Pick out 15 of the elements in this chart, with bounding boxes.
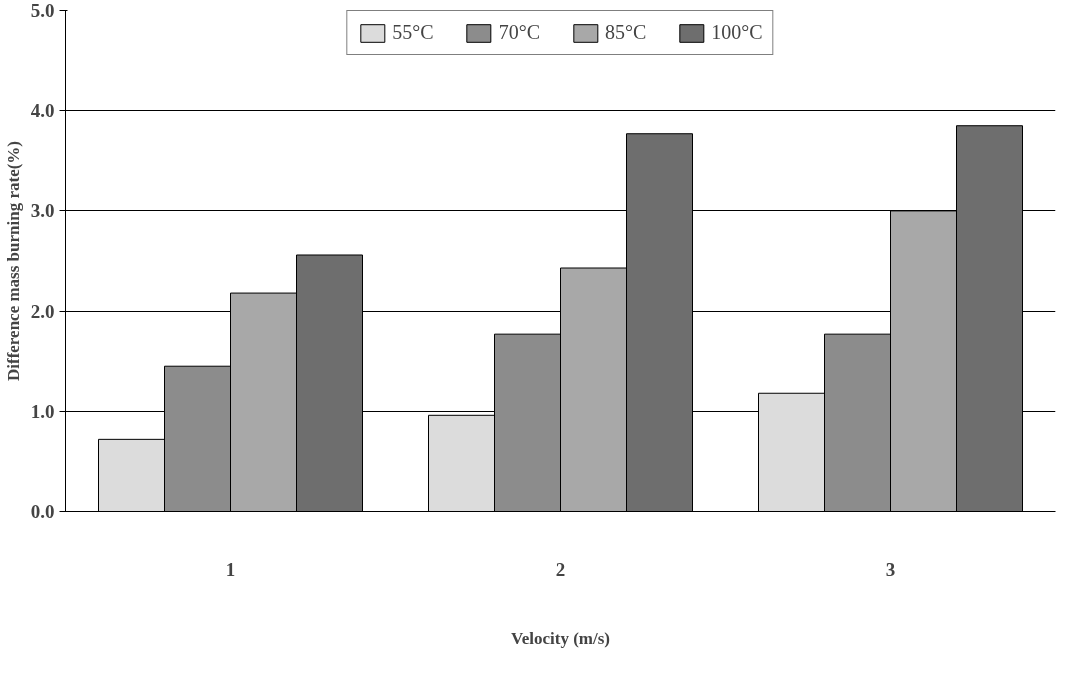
- x-tick-label: 2: [555, 558, 566, 580]
- y-tick-label: 4.0: [30, 100, 55, 122]
- y-tick-label: 3.0: [30, 200, 55, 222]
- y-tick-label: 1.0: [30, 400, 55, 422]
- legend-label: 70°C: [498, 21, 540, 44]
- y-tick-label: 5.0: [30, 0, 55, 21]
- x-axis-title: Velocity (m/s): [511, 628, 611, 648]
- legend-label: 100°C: [711, 21, 763, 44]
- legend-label: 55°C: [392, 21, 434, 44]
- y-tick-label: 2.0: [30, 300, 55, 322]
- legend-label: 85°C: [605, 21, 647, 44]
- x-tick-label: 3: [885, 558, 896, 580]
- y-axis-title: Difference mass burning rate(%): [3, 140, 23, 381]
- x-tick-label: 1: [225, 558, 236, 580]
- y-tick-label: 0.0: [30, 501, 55, 522]
